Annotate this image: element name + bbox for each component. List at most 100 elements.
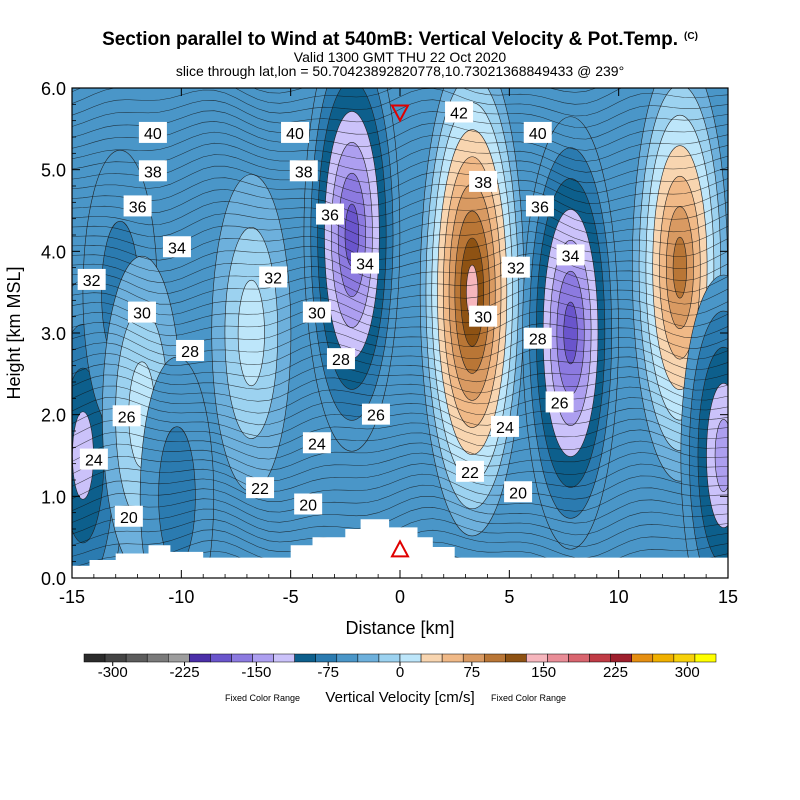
colorbar-tick-label: 225 <box>603 664 628 681</box>
theta-label-box <box>445 101 474 123</box>
theta-label-text: 28 <box>181 344 199 361</box>
theta-label-text: 40 <box>529 126 547 143</box>
axes: -15 -10 -5 0 5 10 15 0.0 1.0 2.0 3.0 4.0 5.0 6.0 <box>41 79 738 607</box>
colorbar-swatch <box>357 653 380 663</box>
copyright-mark: (C) <box>684 31 698 42</box>
colorbar-swatch <box>505 653 527 663</box>
colorbar-swatch <box>631 653 654 663</box>
theta-label-box <box>501 256 530 278</box>
theta-label: 38 <box>138 160 167 182</box>
theta-label: 32 <box>259 266 288 288</box>
theta-label: 34 <box>162 236 191 258</box>
chart-title-text: Section parallel to Wind at 540mB: Verti… <box>102 29 679 50</box>
isentrope-line <box>72 352 728 383</box>
y-tick-label: 3.0 <box>41 324 66 344</box>
colorbar-swatch <box>589 653 611 663</box>
x-tick-label: -15 <box>59 587 85 607</box>
velocity-core-6 <box>419 88 525 537</box>
y-tick-label: 0.0 <box>41 569 66 589</box>
theta-label-box <box>162 236 191 258</box>
theta-label-text: 26 <box>367 408 385 425</box>
theta-label-text: 40 <box>144 126 162 143</box>
valid-time: Valid 1300 GMT THU 22 Oct 2020 <box>293 49 507 65</box>
colorbar-swatch <box>273 653 295 663</box>
fixed-range-note-right: Fixed Color Range <box>491 693 567 703</box>
velocity-contour-band <box>563 301 578 365</box>
theta-label: 32 <box>501 256 530 278</box>
isentrope-line <box>72 165 728 195</box>
theta-label-text: 36 <box>321 208 339 225</box>
theta-label: 34 <box>351 252 380 274</box>
colorbar-swatch <box>210 653 232 663</box>
theta-label-box <box>556 244 585 266</box>
theta-label-text: 38 <box>144 164 162 181</box>
colorbar-tick-label: 150 <box>531 664 556 681</box>
theta-label-box <box>77 268 106 290</box>
isentrope-line <box>72 496 728 524</box>
up-triangle-marker <box>390 539 410 558</box>
theta-label-box <box>289 160 318 182</box>
theta-label: 28 <box>523 327 552 349</box>
colorbar-swatch <box>399 653 422 663</box>
theta-label: 24 <box>79 448 108 470</box>
colorbar-swatch <box>294 653 316 663</box>
y-tick-label: 6.0 <box>41 79 66 99</box>
theta-label-text: 32 <box>507 261 525 278</box>
isentrope-line <box>72 473 728 502</box>
y-tick-label: 4.0 <box>41 242 66 262</box>
theta-label-box <box>138 160 167 182</box>
colorbar-swatch <box>610 653 632 663</box>
isentrope-line <box>72 342 728 371</box>
slice-markers <box>390 104 410 558</box>
isentrope-line <box>72 297 728 327</box>
colorbar-swatch <box>441 653 464 663</box>
isentrope-line <box>72 396 728 426</box>
colorbar-swatch <box>462 653 485 663</box>
theta-label: 26 <box>361 403 390 425</box>
theta-label-box <box>114 505 143 527</box>
theta-label-text: 26 <box>118 409 136 426</box>
theta-label: 28 <box>326 348 355 370</box>
y-tick-label: 1.0 <box>41 487 66 507</box>
theta-label: 36 <box>123 195 152 217</box>
isentrope-line <box>72 463 728 492</box>
colorbar-swatch <box>83 653 106 663</box>
isentrope-line <box>72 121 728 151</box>
isentrope-line <box>72 99 728 128</box>
colorbar-tick-label: -225 <box>170 664 200 681</box>
theta-label-text: 20 <box>509 485 527 502</box>
theta-label: 30 <box>127 301 156 323</box>
colorbar-swatch <box>168 653 190 663</box>
theta-label: 32 <box>77 268 106 290</box>
x-tick-label: 10 <box>609 587 629 607</box>
theta-label-text: 22 <box>251 481 269 498</box>
theta-label: 26 <box>545 391 574 413</box>
theta-label-text: 24 <box>85 453 103 470</box>
colorbar-swatch <box>146 653 169 663</box>
theta-label-text: 22 <box>461 465 479 482</box>
theta-label-box <box>316 203 345 225</box>
theta-label-text: 20 <box>299 498 317 515</box>
theta-label: 22 <box>246 477 275 499</box>
theta-label-box <box>469 305 498 327</box>
theta-label-box <box>469 170 498 192</box>
y-tick-label: 2.0 <box>41 406 66 426</box>
theta-label: 40 <box>523 121 552 143</box>
theta-label-box <box>326 348 355 370</box>
colorbar-swatch <box>125 653 148 663</box>
theta-label-box <box>79 448 108 470</box>
theta-label: 26 <box>112 405 141 427</box>
isentrope-line <box>72 189 728 217</box>
theta-label-text: 38 <box>474 175 492 192</box>
theta-label-text: 28 <box>332 352 350 369</box>
theta-label-box <box>259 266 288 288</box>
isentrope-line <box>72 286 728 316</box>
theta-label: 22 <box>455 460 484 482</box>
x-tick-label: 15 <box>718 587 738 607</box>
velocity-contour-band <box>714 419 728 492</box>
velocity-contour-band <box>237 279 265 387</box>
x-tick-label: 5 <box>504 587 514 607</box>
theta-label-text: 34 <box>168 240 186 257</box>
colorbar-swatch <box>336 653 359 663</box>
theta-label: 28 <box>176 339 205 361</box>
